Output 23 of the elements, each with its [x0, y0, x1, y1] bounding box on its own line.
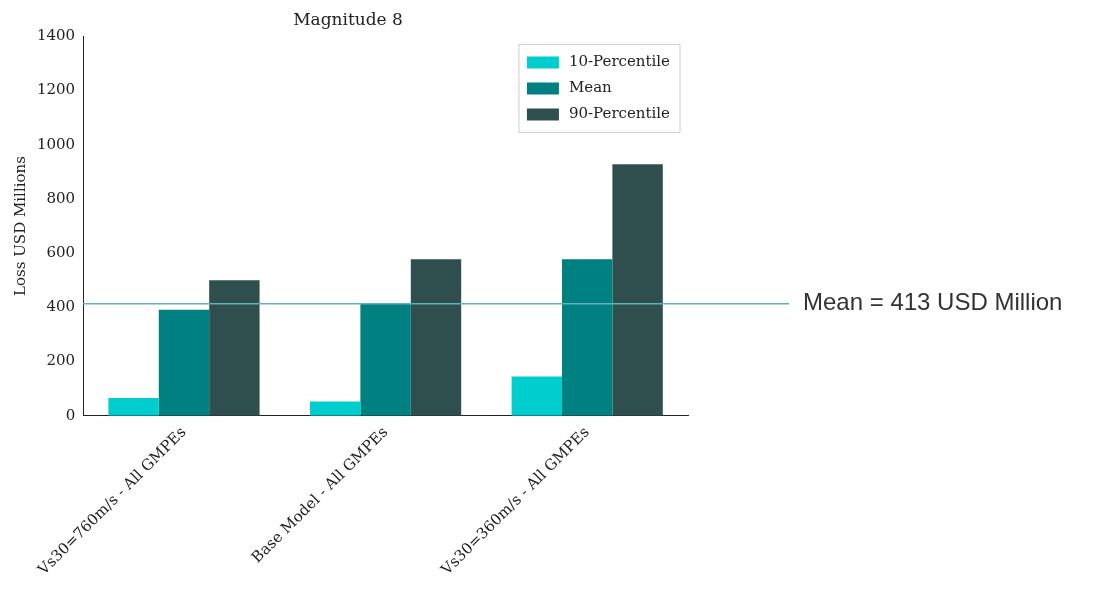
y-tick-label: 800 — [46, 188, 76, 207]
y-tick-label: 1000 — [36, 134, 76, 153]
y-tick-label: 200 — [46, 351, 76, 370]
legend-label: 10-Percentile — [568, 52, 671, 71]
bar — [511, 376, 562, 416]
y-axis-title: Loss USD Millions — [10, 156, 29, 296]
ref-line-label: Mean = 413 USD Million — [803, 288, 1063, 316]
bar — [108, 398, 159, 416]
y-tick-label: 400 — [46, 297, 76, 316]
chart-title: Magnitude 8 — [293, 8, 403, 29]
bar — [562, 259, 613, 416]
bar — [209, 280, 260, 416]
bar — [309, 401, 361, 416]
legend-label: Mean — [568, 78, 613, 97]
y-tick-label: 1400 — [36, 26, 76, 45]
bar — [360, 303, 411, 416]
legend-label: 90-Percentile — [568, 104, 671, 123]
y-tick-label: 600 — [46, 243, 76, 262]
bar — [410, 259, 462, 416]
bar — [158, 309, 210, 416]
y-tick-label: 1200 — [36, 80, 76, 99]
y-tick-label: 0 — [65, 405, 76, 424]
bar — [612, 164, 663, 416]
